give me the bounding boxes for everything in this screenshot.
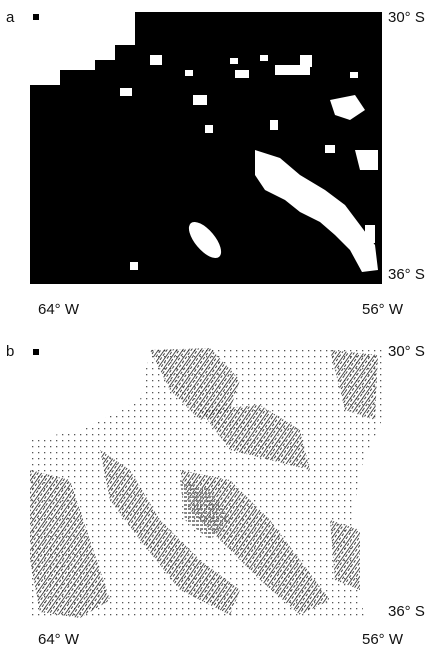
lat-label: 36° S (388, 266, 425, 283)
lon-label: 64° W (38, 301, 80, 318)
lon-label: 56° W (362, 301, 404, 318)
marker (33, 14, 39, 20)
lon-label: 64° W (38, 631, 80, 648)
panel-a: a 30° S 36° S 64° W 56° W (6, 9, 425, 318)
panel-label: b (6, 343, 14, 360)
panel-label: a (6, 9, 15, 26)
lat-label: 36° S (388, 603, 425, 620)
panel-b: b 30° S 36° S 64° W 56° W (6, 343, 425, 648)
marker (33, 349, 39, 355)
lon-label: 56° W (362, 631, 404, 648)
lat-label: 30° S (388, 343, 425, 360)
figure: a 30° S 36° S 64° W 56° W b 30° S 36° S … (0, 0, 441, 654)
lat-label: 30° S (388, 9, 425, 26)
